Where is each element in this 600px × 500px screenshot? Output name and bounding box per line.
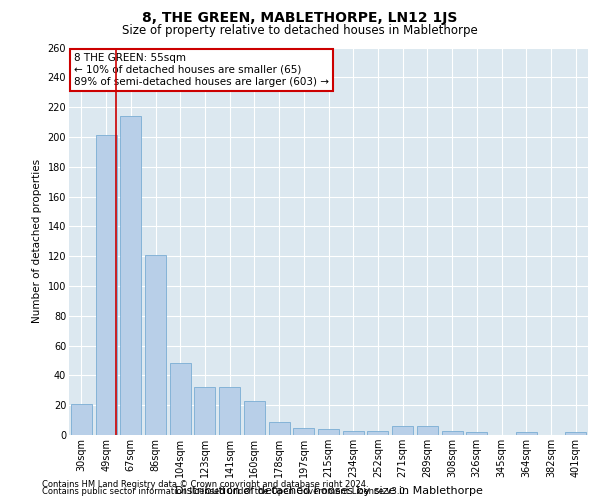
Bar	[95, 136, 116, 435]
Bar	[120, 116, 141, 435]
Bar	[442, 430, 463, 435]
Bar	[244, 400, 265, 435]
Bar	[170, 364, 191, 435]
Bar	[194, 388, 215, 435]
Bar	[145, 254, 166, 435]
X-axis label: Distribution of detached houses by size in Mablethorpe: Distribution of detached houses by size …	[175, 486, 482, 496]
Bar	[71, 404, 92, 435]
Bar	[269, 422, 290, 435]
Bar	[466, 432, 487, 435]
Text: Contains HM Land Registry data © Crown copyright and database right 2024.: Contains HM Land Registry data © Crown c…	[42, 480, 368, 489]
Bar	[565, 432, 586, 435]
Text: Size of property relative to detached houses in Mablethorpe: Size of property relative to detached ho…	[122, 24, 478, 37]
Text: 8, THE GREEN, MABLETHORPE, LN12 1JS: 8, THE GREEN, MABLETHORPE, LN12 1JS	[142, 11, 458, 25]
Text: 8 THE GREEN: 55sqm
← 10% of detached houses are smaller (65)
89% of semi-detache: 8 THE GREEN: 55sqm ← 10% of detached hou…	[74, 54, 329, 86]
Bar	[219, 388, 240, 435]
Bar	[392, 426, 413, 435]
Bar	[367, 430, 388, 435]
Y-axis label: Number of detached properties: Number of detached properties	[32, 159, 42, 324]
Bar	[417, 426, 438, 435]
Bar	[293, 428, 314, 435]
Bar	[343, 430, 364, 435]
Bar	[318, 429, 339, 435]
Text: Contains public sector information licensed under the Open Government Licence v3: Contains public sector information licen…	[42, 487, 407, 496]
Bar	[516, 432, 537, 435]
